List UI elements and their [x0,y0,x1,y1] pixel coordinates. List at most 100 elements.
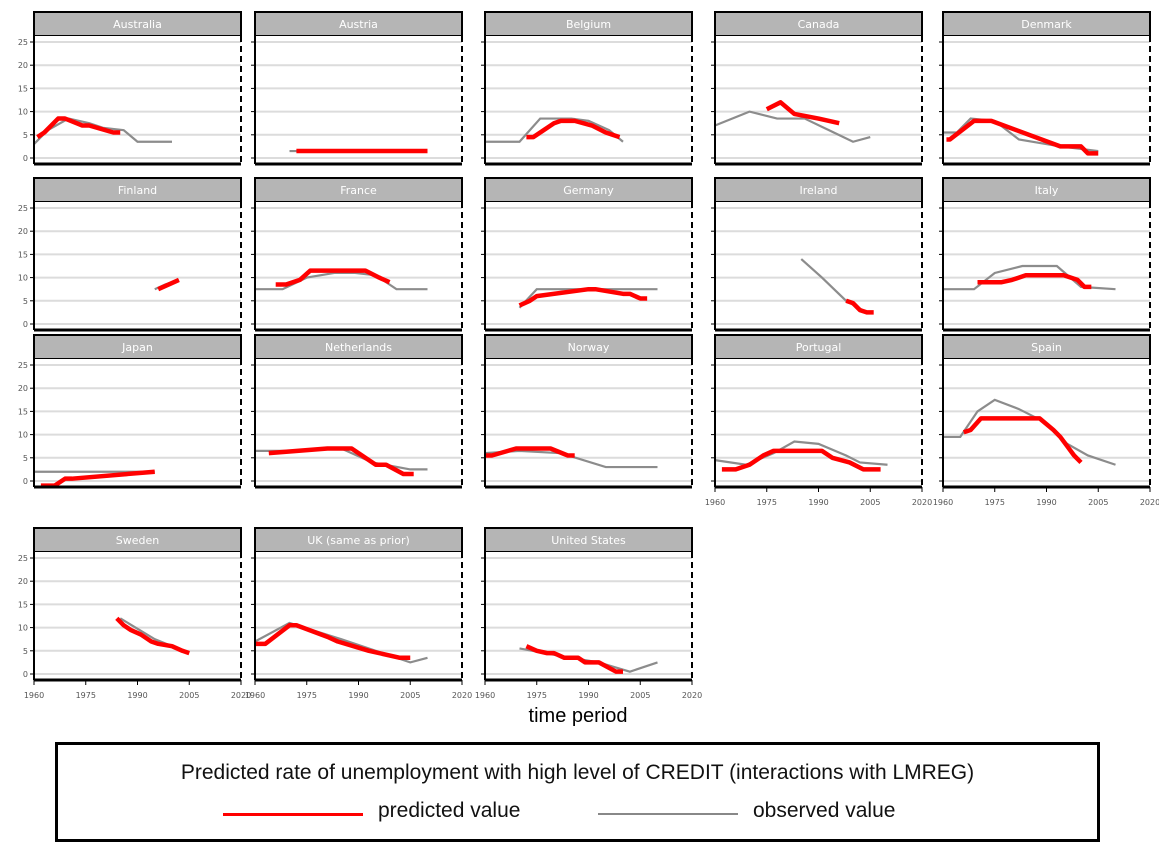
x-tick-label: 2020 [231,691,251,700]
predicted-line [765,100,840,126]
panel-plot-area [485,202,692,330]
panel-plot-area [715,36,922,164]
observed-line [255,271,428,291]
predicted-line [268,446,414,477]
x-tick-label: 1990 [808,498,828,507]
panel-title: Portugal [796,341,842,354]
y-tick-label: 0 [23,320,28,329]
y-tick-label: 15 [18,84,28,93]
panel-17: United States 1960 1975 1990 2005 2020 [475,527,702,700]
x-tick-label: 1990 [1036,498,1056,507]
x-tick-label: 1990 [578,691,598,700]
x-tick-label: 1960 [245,691,265,700]
observed-line [254,621,428,664]
x-tick-label: 1975 [527,691,547,700]
panel-plot-area [34,202,241,330]
panel-plot-area [485,36,692,164]
panel-1: Austria [251,11,463,166]
y-tick-label: 5 [23,131,28,140]
y-tick-label: 25 [18,38,28,47]
panel-strip [254,177,463,203]
y-tick-label: 0 [23,154,28,163]
panel-strip [254,11,463,37]
legend-entries: predicted value observed value [58,799,1097,829]
predicted-line [275,268,391,287]
panel-plot-area [255,36,462,164]
predicted-line [962,416,1083,465]
panel-strip [484,334,693,360]
predicted-line [721,448,881,472]
panel-plot-area [34,36,241,164]
panel-strip [484,177,693,203]
panel-title: Japan [121,341,153,354]
legend-predicted-swatch [223,813,363,816]
y-tick-label: 20 [18,61,28,70]
panel-14: Spain 1960 1975 1990 2005 2020 [933,334,1159,507]
x-tick-label: 2020 [682,691,702,700]
x-tick-label: 1975 [297,691,317,700]
x-tick-label: 2005 [860,498,880,507]
y-tick-label: 0 [23,670,28,679]
panel-plot-area [255,202,462,330]
panel-plot-area [34,359,241,487]
predicted-line [485,446,575,458]
predicted-line [977,273,1092,290]
observed-line [485,117,624,143]
x-tick-label: 1990 [348,691,368,700]
panel-16: UK (same as prior) 1960 1975 1990 2005 2020 [245,527,472,700]
x-tick-label: 1975 [76,691,96,700]
predicted-line [518,286,648,308]
panel-15: Sweden 0 5 10 15 20 25 1960 1975 1990 2005 2020 [18,527,251,700]
legend-observed-swatch [598,813,738,815]
y-tick-label: 5 [23,454,28,463]
legend: Predicted rate of unemployment with high… [55,742,1100,842]
predicted-line [36,116,121,139]
panel-title: Netherlands [325,341,392,354]
panel-strip [942,177,1151,203]
x-tick-label: 1960 [933,498,953,507]
panel-title: Australia [113,18,162,31]
panel-title: Denmark [1021,18,1072,31]
y-tick-label: 15 [18,250,28,259]
y-tick-label: 10 [18,274,28,283]
panel-title: France [340,184,377,197]
y-tick-label: 20 [18,227,28,236]
legend-title: Predicted rate of unemployment with high… [180,761,975,784]
panel-title: Sweden [116,534,159,547]
panel-8: Ireland [711,177,923,332]
x-tick-label: 2005 [630,691,650,700]
panel-9: Italy [939,177,1151,332]
panel-strip [484,11,693,37]
x-tick-label: 2020 [912,498,932,507]
y-tick-label: 10 [18,624,28,633]
predicted-line [255,623,411,661]
panel-13: Portugal 1960 1975 1990 2005 2020 [705,334,932,507]
x-tick-label: 1990 [127,691,147,700]
x-tick-label: 1960 [24,691,44,700]
panel-title: Austria [339,18,378,31]
x-tick-label: 2020 [452,691,472,700]
x-tick-label: 1975 [985,498,1005,507]
x-tick-label: 1960 [705,498,725,507]
panels-layer: Australia 0 5 10 15 20 25 Austria Belgium Canada D… [18,11,1159,700]
y-tick-label: 25 [18,361,28,370]
x-tick-label: 2020 [1140,498,1159,507]
panel-4: Denmark [939,11,1151,166]
predicted-line [946,118,1099,156]
panel-plot-area [255,359,462,487]
y-tick-label: 0 [23,477,28,486]
panel-plot-area [34,552,241,680]
y-tick-label: 15 [18,600,28,609]
panel-0: Australia 0 5 10 15 20 25 [18,11,242,166]
x-tick-label: 2005 [1088,498,1108,507]
legend-predicted-label: predicted value [378,799,521,822]
panel-plot-area [255,552,462,680]
predicted-line [115,616,190,656]
observed-line [714,110,871,143]
predicted-line [525,644,623,674]
panel-10: Japan 0 5 10 15 20 25 [18,334,242,489]
panel-plot-area [485,552,692,680]
panel-strip [714,334,923,360]
panel-strip [714,11,923,37]
